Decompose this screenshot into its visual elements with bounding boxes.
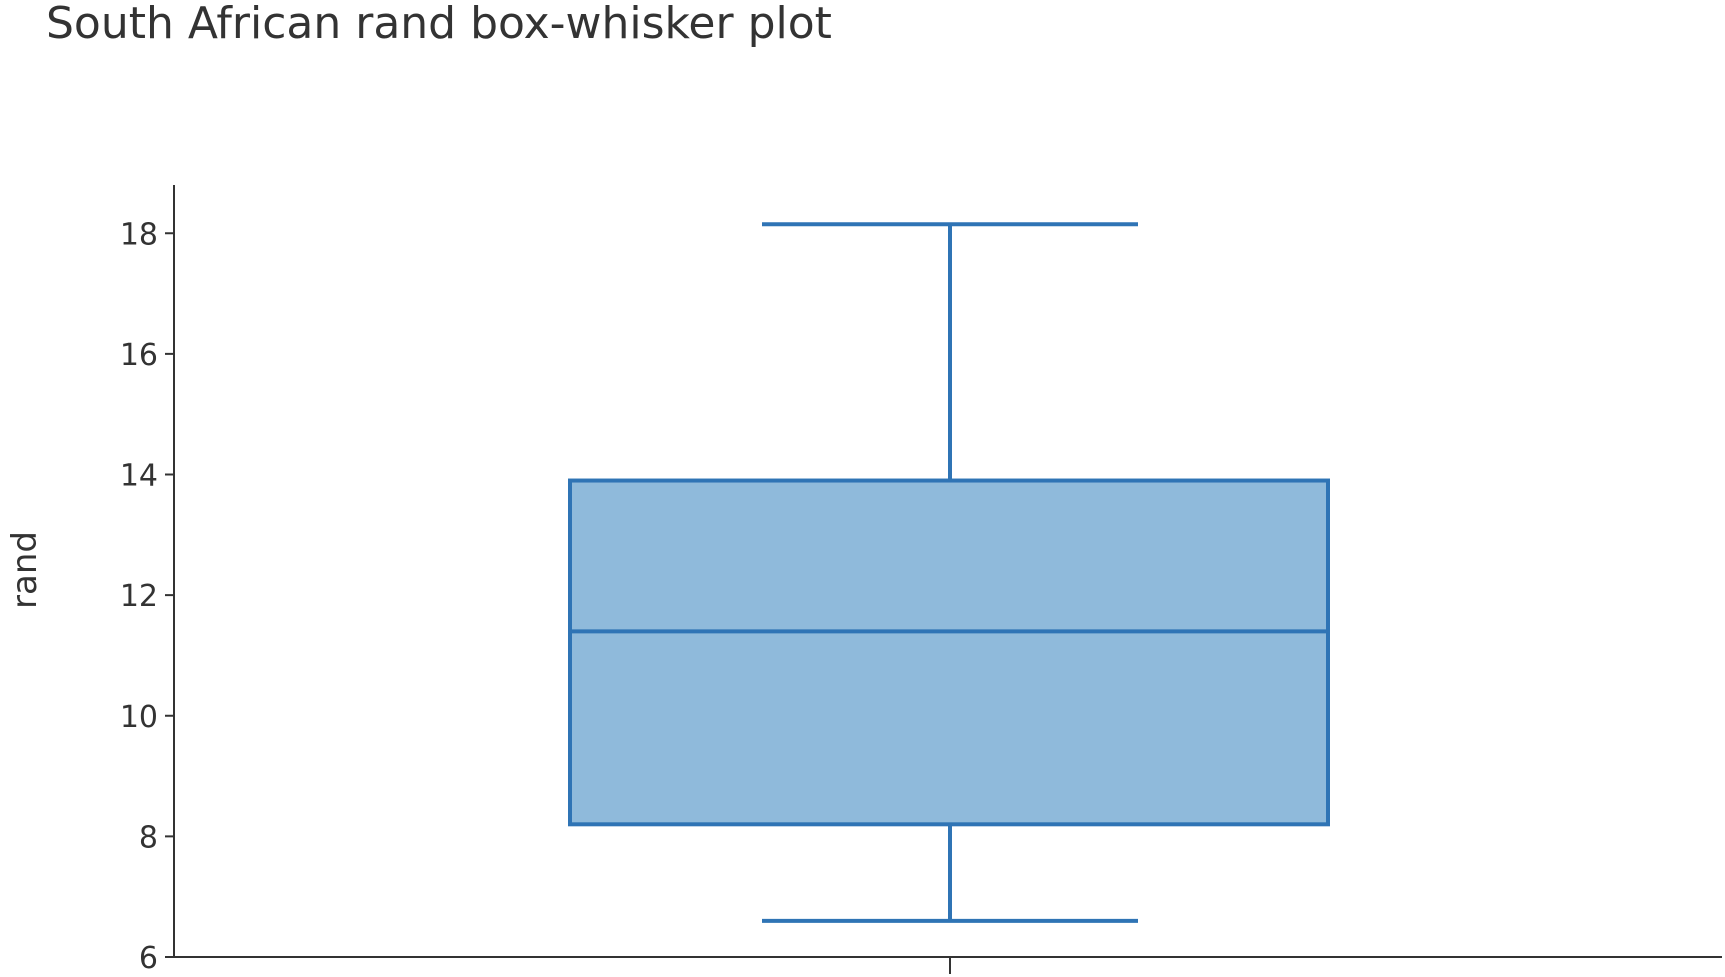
y-tick-label: 14 <box>120 459 158 494</box>
y-tick-label: 10 <box>120 700 158 735</box>
chart-title: South African rand box-whisker plot <box>46 0 832 49</box>
y-axis: 6 8 10 12 14 16 18 <box>120 185 175 976</box>
x-axis <box>174 956 1722 974</box>
y-tick-label: 18 <box>120 217 158 252</box>
interquartile-box[interactable] <box>568 478 1330 827</box>
y-tick-label: 6 <box>139 941 158 976</box>
box-series[interactable] <box>568 222 1330 923</box>
y-axis-title: rand <box>5 531 45 609</box>
y-tick-label: 8 <box>139 820 158 855</box>
y-tick-label: 12 <box>120 579 158 614</box>
y-tick-label: 16 <box>120 338 158 373</box>
